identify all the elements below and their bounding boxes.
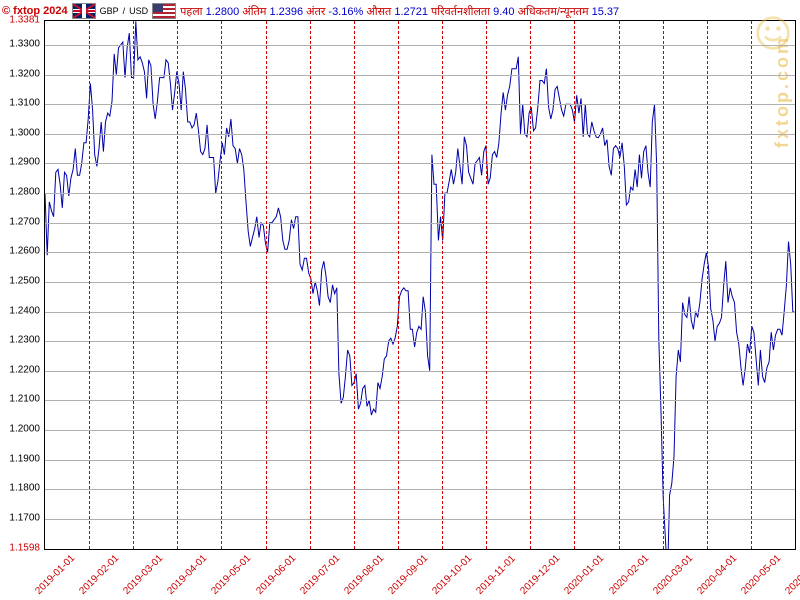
grid-line-h — [45, 519, 795, 520]
stat-label: औसत — [363, 6, 394, 18]
grid-line-v — [133, 21, 134, 549]
y-tick: 1.2000 — [9, 423, 40, 434]
x-tick: 2019-12-01 — [519, 553, 563, 597]
x-tick: 2019-04-01 — [166, 553, 210, 597]
y-tick: 1.2300 — [9, 335, 40, 346]
grid-line-v — [398, 21, 399, 549]
grid-line-v — [89, 21, 90, 549]
stat-label: परिवर्तनशीलता — [428, 6, 493, 18]
currency-left: GBP — [100, 6, 119, 16]
x-tick: 2020-01-01 — [563, 553, 607, 597]
y-tick: 1.1900 — [9, 453, 40, 464]
y-tick: 1.2800 — [9, 187, 40, 198]
currency-right: USD — [129, 6, 148, 16]
grid-line-h — [45, 223, 795, 224]
x-tick: 2019-08-01 — [342, 553, 386, 597]
y-tick: 1.2200 — [9, 364, 40, 375]
uk-flag-icon — [72, 3, 96, 19]
y-tick: 1.1800 — [9, 483, 40, 494]
y-tick-edge: 1.1598 — [9, 543, 40, 554]
chart-header: © fxtop 2024 GBP / USD पहला 1.2800 अंतिम… — [2, 2, 798, 20]
grid-line-v — [530, 21, 531, 549]
y-tick: 1.2400 — [9, 305, 40, 316]
grid-line-v — [751, 21, 752, 549]
plot-area: fxtop.com — [44, 20, 796, 550]
grid-line-v — [442, 21, 443, 549]
price-path — [45, 21, 795, 549]
y-tick: 1.3200 — [9, 68, 40, 79]
x-tick: 2019-09-01 — [386, 553, 430, 597]
x-tick: 2020-04-01 — [695, 553, 739, 597]
y-tick: 1.2500 — [9, 275, 40, 286]
y-tick: 1.2600 — [9, 246, 40, 257]
grid-line-v — [266, 21, 267, 549]
grid-line-h — [45, 460, 795, 461]
y-tick: 1.2100 — [9, 394, 40, 405]
stat-label: अंतिम — [239, 6, 269, 18]
grid-line-h — [45, 371, 795, 372]
x-tick: 2019-10-01 — [430, 553, 474, 597]
y-axis: 1.33811.15981.17001.18001.19001.20001.21… — [0, 20, 42, 550]
grid-line-v — [354, 21, 355, 549]
stat-value: 1.2396 — [269, 6, 303, 18]
y-tick: 1.2700 — [9, 216, 40, 227]
grid-line-h — [45, 430, 795, 431]
grid-line-v — [221, 21, 222, 549]
stat-value: 1.2721 — [394, 6, 428, 18]
x-tick: 2020-06-01 — [783, 553, 800, 597]
grid-line-v — [574, 21, 575, 549]
y-tick: 1.3100 — [9, 98, 40, 109]
grid-line-h — [45, 282, 795, 283]
stat-label: अधिकतम/न्यूनतम — [515, 6, 592, 18]
us-flag-icon — [152, 3, 176, 19]
grid-line-v — [310, 21, 311, 549]
x-tick: 2019-11-01 — [475, 553, 518, 596]
stat-label: अंतर — [303, 6, 328, 18]
grid-line-h — [45, 45, 795, 46]
grid-line-h — [45, 75, 795, 76]
x-tick: 2019-07-01 — [298, 553, 342, 597]
y-tick: 1.2900 — [9, 157, 40, 168]
stat-value: -3.16% — [328, 6, 363, 18]
stat-value: 9.40 — [493, 6, 514, 18]
x-tick: 2020-03-01 — [651, 553, 695, 597]
forex-chart: © fxtop 2024 GBP / USD पहला 1.2800 अंतिम… — [0, 0, 800, 600]
grid-line-h — [45, 341, 795, 342]
x-tick: 2019-02-01 — [78, 553, 122, 597]
grid-line-h — [45, 252, 795, 253]
grid-line-h — [45, 400, 795, 401]
grid-line-v — [663, 21, 664, 549]
price-line — [45, 21, 795, 549]
grid-line-h — [45, 134, 795, 135]
grid-line-h — [45, 489, 795, 490]
y-tick: 1.3000 — [9, 127, 40, 138]
grid-line-h — [45, 193, 795, 194]
x-tick: 2019-01-01 — [33, 553, 77, 597]
y-tick: 1.1700 — [9, 512, 40, 523]
grid-line-h — [45, 163, 795, 164]
grid-line-v — [486, 21, 487, 549]
stat-value: 1.2800 — [206, 6, 240, 18]
stats-row: पहला 1.2800 अंतिम 1.2396 अंतर -3.16% औसत… — [180, 4, 619, 19]
x-tick: 2019-03-01 — [122, 553, 166, 597]
x-tick: 2020-02-01 — [607, 553, 651, 597]
stat-value: 15.37 — [592, 6, 620, 18]
x-axis: 2019-01-012019-02-012019-03-012019-04-01… — [44, 550, 796, 600]
stat-label: पहला — [180, 6, 205, 18]
x-tick: 2020-05-01 — [739, 553, 783, 597]
grid-line-v — [619, 21, 620, 549]
y-tick: 1.3300 — [9, 38, 40, 49]
grid-line-h — [45, 312, 795, 313]
x-tick: 2019-05-01 — [210, 553, 254, 597]
pair-separator: / — [123, 6, 126, 16]
grid-line-v — [707, 21, 708, 549]
x-tick: 2019-06-01 — [254, 553, 298, 597]
grid-line-h — [45, 104, 795, 105]
grid-line-v — [177, 21, 178, 549]
y-tick-edge: 1.3381 — [9, 15, 40, 26]
